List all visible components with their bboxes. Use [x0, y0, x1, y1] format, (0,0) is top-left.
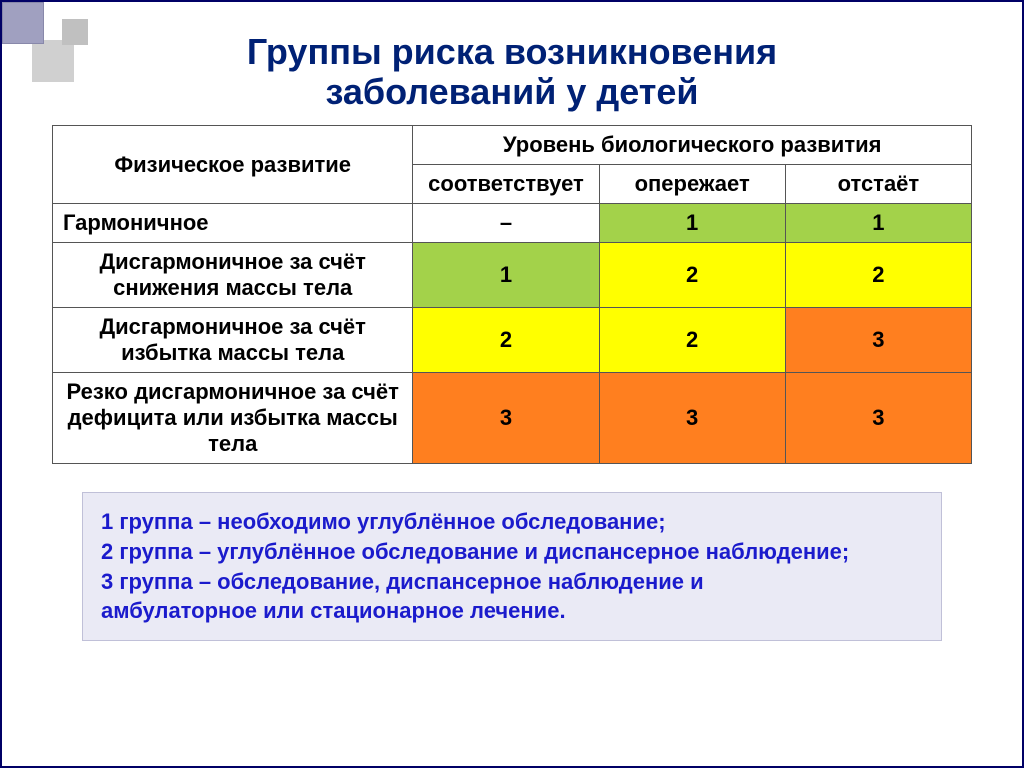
risk-cell: 2	[599, 308, 785, 373]
legend-line-0: 1 группа – необходимо углублённое обслед…	[101, 507, 923, 537]
risk-cell: 2	[599, 243, 785, 308]
risk-cell: 1	[413, 243, 599, 308]
risk-cell: 1	[599, 204, 785, 243]
risk-cell: –	[413, 204, 599, 243]
subheader-0: соответствует	[413, 165, 599, 204]
row-label: Резко дисгармоничное за счёт дефицита ил…	[53, 373, 413, 464]
slide-title: Группы риска возникновения заболеваний у…	[2, 32, 1022, 111]
decor-square-2	[2, 2, 44, 44]
risk-cell: 2	[413, 308, 599, 373]
table-row: Гармоничное–11	[53, 204, 972, 243]
table-row: Дисгармоничное за счёт избытка массы тел…	[53, 308, 972, 373]
legend-line-3: амбулаторное или стационарное лечение.	[101, 596, 923, 626]
row-label: Гармоничное	[53, 204, 413, 243]
table-row: Резко дисгармоничное за счёт дефицита ил…	[53, 373, 972, 464]
decor-square-3	[32, 40, 74, 82]
legend-box: 1 группа – необходимо углублённое обслед…	[82, 492, 942, 641]
risk-cell: 2	[785, 243, 971, 308]
row-label: Дисгармоничное за счёт снижения массы те…	[53, 243, 413, 308]
header-phys: Физическое развитие	[53, 126, 413, 204]
row-label: Дисгармоничное за счёт избытка массы тел…	[53, 308, 413, 373]
legend-line-2: 3 группа – обследование, диспансерное на…	[101, 567, 923, 597]
risk-cell: 1	[785, 204, 971, 243]
risk-cell: 3	[785, 308, 971, 373]
legend-line-1: 2 группа – углублённое обследование и ди…	[101, 537, 923, 567]
table-row: Дисгармоничное за счёт снижения массы те…	[53, 243, 972, 308]
title-line-2: заболеваний у детей	[325, 71, 698, 112]
risk-table: Физическое развитие Уровень биологическо…	[52, 125, 972, 464]
title-line-1: Группы риска возникновения	[247, 31, 777, 72]
decor-square-1	[62, 19, 88, 45]
subheader-2: отстаёт	[785, 165, 971, 204]
risk-cell: 3	[413, 373, 599, 464]
header-bio: Уровень биологического развития	[413, 126, 972, 165]
risk-cell: 3	[599, 373, 785, 464]
subheader-1: опережает	[599, 165, 785, 204]
risk-cell: 3	[785, 373, 971, 464]
